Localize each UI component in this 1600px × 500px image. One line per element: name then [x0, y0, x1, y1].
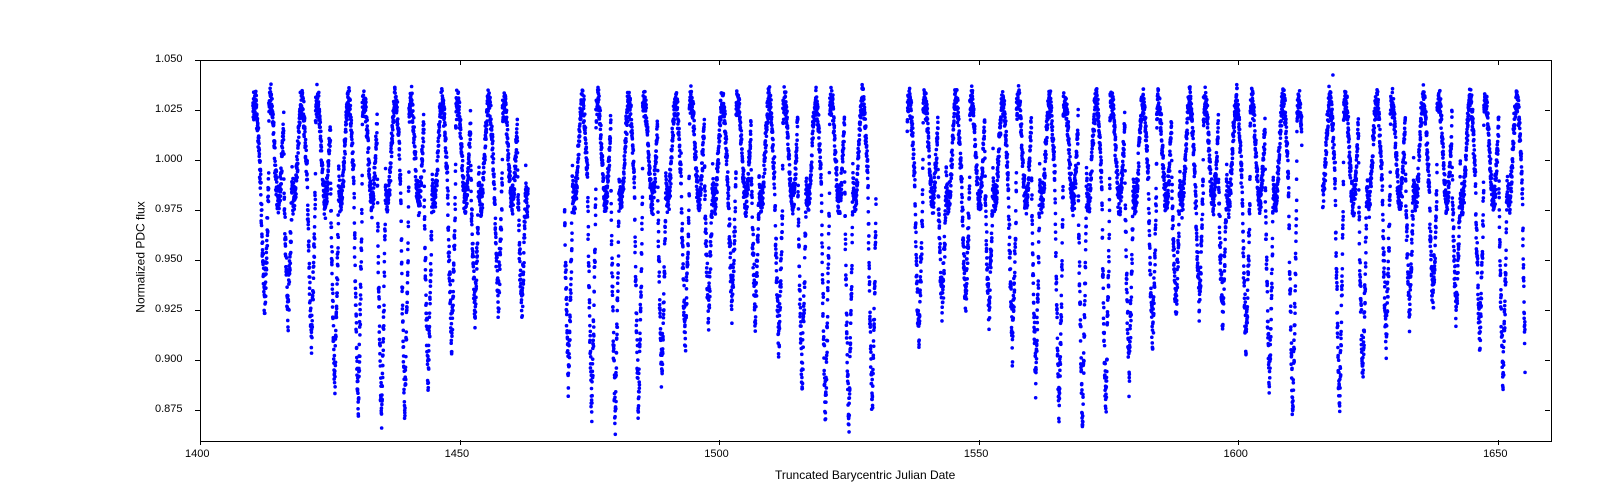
y-tick-mark [1545, 110, 1550, 111]
x-tick-mark [1238, 440, 1239, 445]
x-tick-mark [200, 440, 201, 445]
y-tick-mark [195, 110, 200, 111]
y-tick-mark [195, 360, 200, 361]
y-axis-label: Normalized PDC flux [134, 201, 148, 312]
x-tick-mark [979, 60, 980, 65]
y-tick-mark [195, 210, 200, 211]
y-tick-label: 0.875 [155, 403, 183, 415]
x-axis-label: Truncated Barycentric Julian Date [775, 468, 955, 482]
x-tick-mark [719, 60, 720, 65]
x-tick-mark [1238, 60, 1239, 65]
x-tick-label: 1400 [185, 448, 209, 460]
x-tick-mark [1498, 60, 1499, 65]
y-tick-label: 1.050 [155, 53, 183, 65]
x-tick-mark [460, 60, 461, 65]
scatter-data-layer [201, 61, 1551, 441]
y-tick-mark [195, 410, 200, 411]
lightcurve-chart: Truncated Barycentric Julian Date Normal… [0, 0, 1600, 500]
x-tick-label: 1500 [704, 448, 728, 460]
y-tick-mark [1545, 410, 1550, 411]
x-tick-mark [200, 60, 201, 65]
y-tick-mark [1545, 160, 1550, 161]
y-tick-label: 0.925 [155, 303, 183, 315]
y-tick-mark [195, 310, 200, 311]
plot-area [200, 60, 1552, 442]
y-tick-label: 0.950 [155, 253, 183, 265]
x-tick-label: 1450 [445, 448, 469, 460]
x-tick-label: 1600 [1223, 448, 1247, 460]
y-tick-label: 0.900 [155, 353, 183, 365]
x-tick-label: 1550 [964, 448, 988, 460]
y-tick-label: 1.025 [155, 103, 183, 115]
y-tick-mark [1545, 360, 1550, 361]
y-tick-mark [1545, 260, 1550, 261]
y-tick-mark [195, 60, 200, 61]
x-tick-mark [719, 440, 720, 445]
y-tick-label: 1.000 [155, 153, 183, 165]
x-tick-mark [460, 440, 461, 445]
x-tick-label: 1650 [1483, 448, 1507, 460]
y-tick-mark [1545, 210, 1550, 211]
y-tick-label: 0.975 [155, 203, 183, 215]
x-tick-mark [1498, 440, 1499, 445]
x-tick-mark [979, 440, 980, 445]
y-tick-mark [195, 160, 200, 161]
y-tick-mark [195, 260, 200, 261]
y-tick-mark [1545, 310, 1550, 311]
y-tick-mark [1545, 60, 1550, 61]
